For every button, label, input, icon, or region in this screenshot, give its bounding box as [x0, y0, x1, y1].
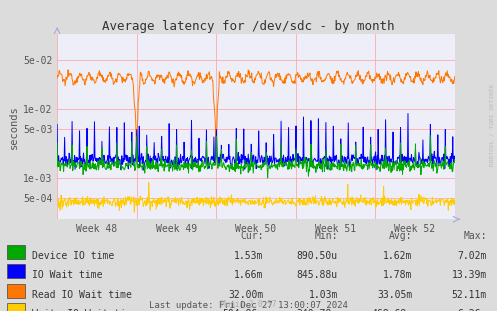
Text: Write IO Wait time: Write IO Wait time [32, 309, 138, 311]
Text: 1.62m: 1.62m [383, 251, 413, 261]
Text: Max:: Max: [464, 231, 487, 241]
Bar [7, 244, 25, 259]
Text: 7.02m: 7.02m [458, 251, 487, 261]
Text: 6.26m: 6.26m [458, 309, 487, 311]
Text: 340.78u: 340.78u [297, 309, 338, 311]
Text: 32.00m: 32.00m [228, 290, 263, 300]
Text: 33.05m: 33.05m [377, 290, 413, 300]
Text: Min:: Min: [315, 231, 338, 241]
Text: 504.86u: 504.86u [222, 309, 263, 311]
Text: 1.03m: 1.03m [309, 290, 338, 300]
Bar [7, 284, 25, 298]
Text: Last update: Fri Dec 27 13:00:07 2024: Last update: Fri Dec 27 13:00:07 2024 [149, 301, 348, 310]
Text: 1.53m: 1.53m [234, 251, 263, 261]
Bar [7, 303, 25, 311]
Text: 13.39m: 13.39m [452, 270, 487, 280]
Text: 468.69u: 468.69u [371, 309, 413, 311]
Text: 890.50u: 890.50u [297, 251, 338, 261]
Y-axis label: seconds: seconds [9, 105, 19, 149]
Text: 52.11m: 52.11m [452, 290, 487, 300]
Text: 1.78m: 1.78m [383, 270, 413, 280]
Bar [7, 264, 25, 278]
Text: Munin 2.0.57: Munin 2.0.57 [221, 300, 276, 309]
Text: IO Wait time: IO Wait time [32, 270, 103, 280]
Text: Read IO Wait time: Read IO Wait time [32, 290, 132, 300]
Text: Device IO time: Device IO time [32, 251, 114, 261]
Text: Avg:: Avg: [389, 231, 413, 241]
Text: 845.88u: 845.88u [297, 270, 338, 280]
Text: Cur:: Cur: [240, 231, 263, 241]
Text: 1.66m: 1.66m [234, 270, 263, 280]
Text: RRDTOOL / TOBI OETIKER: RRDTOOL / TOBI OETIKER [490, 83, 495, 166]
Text: Average latency for /dev/sdc - by month: Average latency for /dev/sdc - by month [102, 20, 395, 33]
